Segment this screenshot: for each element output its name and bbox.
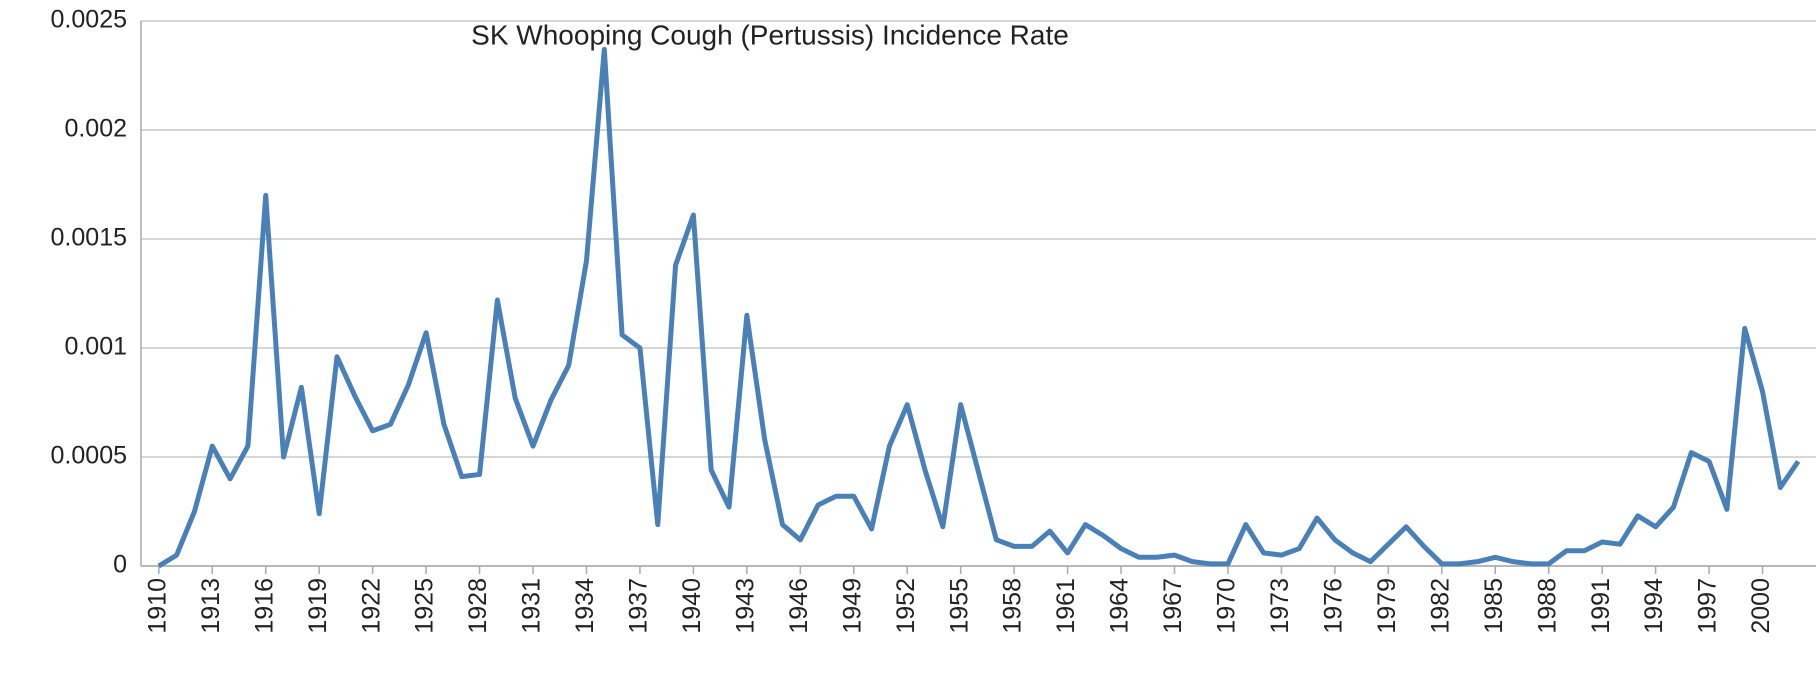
- x-tick-label: 1970: [1213, 578, 1241, 634]
- x-tick-label: 1919: [304, 578, 332, 634]
- x-tick-label: 1940: [678, 578, 706, 634]
- x-tick-label: 1997: [1694, 578, 1722, 634]
- x-tick-label: 1958: [999, 578, 1027, 634]
- x-tick-label: 1994: [1640, 578, 1668, 634]
- y-tick-label: 0.002: [64, 115, 127, 143]
- x-tick-label: 1916: [250, 578, 278, 634]
- x-tick-label: 1943: [731, 578, 759, 634]
- x-tick-label: 1925: [411, 578, 439, 634]
- x-tick-label: 1952: [892, 578, 920, 634]
- x-tick-label: 1931: [518, 578, 546, 634]
- x-tick-label: 1976: [1319, 578, 1347, 634]
- x-tick-label: 1967: [1159, 578, 1187, 634]
- y-tick-label: 0.001: [64, 333, 127, 361]
- chart-title: SK Whooping Cough (Pertussis) Incidence …: [471, 19, 1069, 50]
- x-tick-label: 1922: [357, 578, 385, 634]
- y-tick-label: 0.0025: [51, 6, 127, 34]
- y-tick-label: 0: [113, 551, 127, 579]
- y-tick-label: 0.0005: [51, 442, 127, 470]
- x-tick-label: 2000: [1747, 578, 1775, 634]
- x-tick-label: 1991: [1587, 578, 1615, 634]
- data-line: [157, 46, 1801, 569]
- x-tick-label: 1910: [143, 578, 171, 634]
- x-tick-label: 1937: [625, 578, 653, 634]
- x-tick-label: 1913: [197, 578, 225, 634]
- x-tick-label: 1979: [1373, 578, 1401, 634]
- x-tick-label: 1928: [464, 578, 492, 634]
- x-tick-label: 1985: [1480, 578, 1508, 634]
- x-tick-label: 1982: [1426, 578, 1454, 634]
- x-tick-label: 1946: [785, 578, 813, 634]
- x-tick-label: 1988: [1533, 578, 1561, 634]
- y-tick-label: 0.0015: [51, 224, 127, 252]
- x-tick-label: 1964: [1106, 578, 1134, 634]
- x-tick-label: 1973: [1266, 578, 1294, 634]
- x-tick-label: 1949: [838, 578, 866, 634]
- x-tick-label: 1934: [571, 578, 599, 634]
- x-tick-label: 1955: [945, 578, 973, 634]
- x-tick-label: 1961: [1052, 578, 1080, 634]
